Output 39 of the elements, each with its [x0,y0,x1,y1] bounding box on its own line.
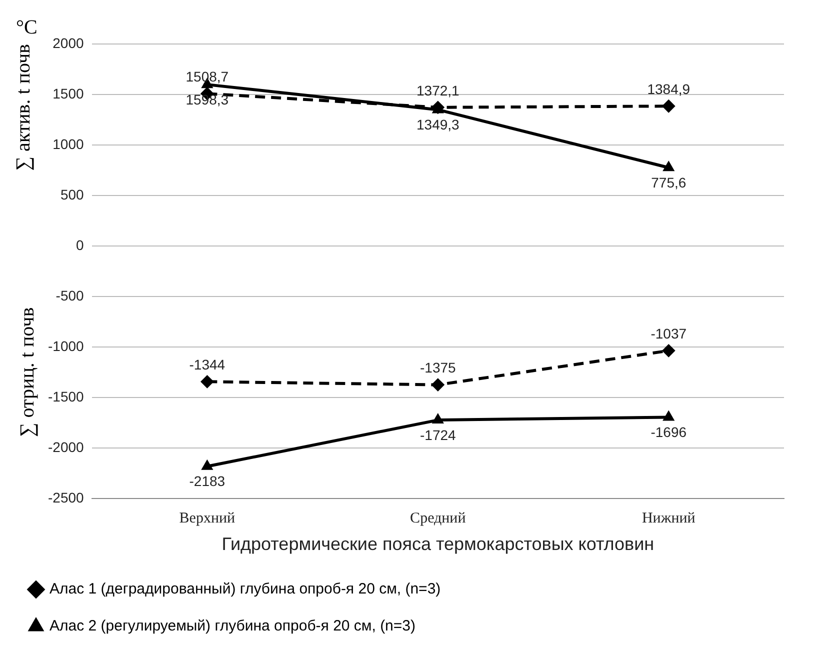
y-tick-label: 500 [60,186,84,202]
y-tick-label: 0 [76,236,84,253]
data-label: 1349,3 [416,116,460,133]
x-tick-label: Нижний [642,510,696,526]
data-label: -1375 [420,360,456,376]
y-tick-label: 2000 [52,34,84,51]
y-tick-label: -2000 [48,438,84,455]
x-tick-label: Средний [410,510,466,526]
data-label: -2183 [189,473,226,490]
data-label: 1372,1 [416,82,460,98]
data-label: -1724 [420,426,456,443]
point [662,100,676,113]
data-label: -1037 [650,326,687,342]
data-label: 1598,3 [186,91,229,108]
text: °C [16,16,38,38]
data-label: -1696 [650,424,687,440]
y-tick-label: 1000 [52,136,84,152]
point [431,378,444,392]
legend-label: Алас 2 (регулируемый) глубина опроб-я 20 см, (n=3) [50,618,416,635]
data-label: 1508,7 [186,68,229,84]
y-tick-label: 1500 [52,85,84,102]
text: ∑ отриц. t почв [16,307,38,437]
x-axis-title: Гидротермические пояса термокарстовых котловин [222,534,654,554]
x-tick-label: Верхний [179,510,236,526]
point [662,410,674,421]
point [662,344,676,358]
y-tick-label: -500 [56,287,84,304]
data-label: -1344 [189,356,226,373]
data-label: 775,6 [651,174,686,190]
point [200,375,214,388]
y-tick-label: -1500 [48,388,84,404]
data-label: 1384,9 [647,80,690,97]
y-axis-title: ∑ актив. t почв [12,44,34,171]
y-tick-label: -1000 [48,338,84,354]
point [432,414,444,424]
point [662,161,674,172]
legend-label: Алас 1 (деградированный) глубина опроб-я 20 см, (n=3) [50,580,441,598]
point [201,460,213,470]
y-tick-label: -2500 [48,489,84,506]
